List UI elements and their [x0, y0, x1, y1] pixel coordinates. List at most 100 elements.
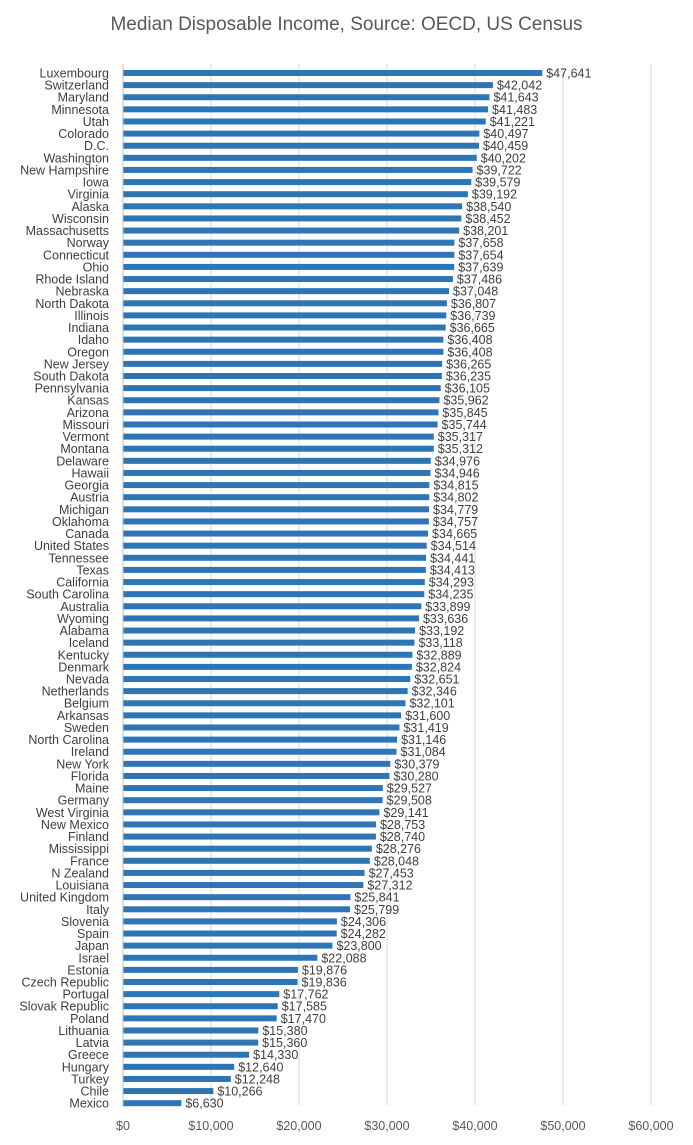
- category-label: Netherlands: [42, 685, 109, 699]
- category-label: Canada: [65, 527, 109, 541]
- bar: [123, 712, 402, 719]
- category-label: Australia: [60, 600, 109, 614]
- category-label: Chile: [81, 1085, 110, 1099]
- bar: [123, 906, 351, 913]
- data-label: $34,413: [430, 563, 475, 577]
- data-label: $15,380: [262, 1024, 307, 1038]
- bar: [123, 457, 431, 464]
- category-label: Slovak Republic: [19, 1000, 109, 1014]
- data-label: $30,379: [394, 757, 439, 771]
- data-label: $36,665: [450, 321, 495, 335]
- data-label: $41,643: [493, 91, 538, 105]
- chart-title: Median Disposable Income, Source: OECD, …: [110, 14, 583, 35]
- data-label: $33,899: [425, 600, 470, 614]
- data-label: $40,202: [481, 151, 526, 165]
- bar: [123, 748, 397, 755]
- bar: [123, 809, 380, 816]
- bar: [123, 651, 413, 658]
- data-label: $34,779: [433, 503, 478, 517]
- data-label: $39,579: [475, 176, 520, 190]
- data-label: $38,540: [466, 200, 511, 214]
- bar: [123, 130, 480, 137]
- category-label: Portugal: [62, 988, 109, 1002]
- category-label: D.C.: [84, 139, 109, 153]
- category-label: France: [70, 854, 109, 868]
- category-label: Alabama: [60, 624, 109, 638]
- category-label: Japan: [75, 939, 109, 953]
- x-tick-label: $10,000: [188, 1119, 233, 1133]
- category-label: New Jersey: [44, 357, 110, 371]
- category-label: Montana: [60, 442, 109, 456]
- bar: [123, 154, 477, 161]
- data-label: $34,757: [433, 515, 478, 529]
- bar: [123, 142, 480, 149]
- bar: [123, 930, 337, 937]
- bar: [123, 397, 440, 404]
- data-label: $25,841: [354, 891, 399, 905]
- data-label: $35,312: [438, 442, 483, 456]
- data-label: $33,118: [418, 636, 462, 650]
- bar: [123, 215, 462, 222]
- category-label: Nevada: [66, 673, 109, 687]
- bar: [123, 239, 455, 246]
- category-label: Slovenia: [61, 915, 109, 929]
- data-label: $39,722: [477, 163, 522, 177]
- bar: [123, 1100, 182, 1107]
- data-label: $34,815: [433, 479, 478, 493]
- bar: [123, 445, 434, 452]
- bar: [123, 518, 429, 525]
- data-label: $24,306: [341, 915, 386, 929]
- data-label: $28,753: [380, 818, 425, 832]
- data-label: $34,293: [429, 576, 474, 590]
- data-label: $12,248: [235, 1072, 280, 1086]
- data-label: $32,346: [412, 685, 457, 699]
- bar: [123, 203, 463, 210]
- category-label: Hungary: [62, 1060, 110, 1074]
- category-label: Germany: [58, 794, 110, 808]
- bar: [123, 263, 455, 270]
- data-label: $37,658: [458, 236, 503, 250]
- data-label: $22,088: [321, 951, 366, 965]
- bar: [123, 227, 460, 234]
- bar: [123, 191, 468, 198]
- category-label: Switzerland: [44, 79, 109, 93]
- bar: [123, 506, 430, 513]
- bar: [123, 94, 490, 101]
- bar: [123, 869, 365, 876]
- data-label: $35,845: [442, 406, 487, 420]
- bar: [123, 772, 390, 779]
- bar: [123, 627, 416, 634]
- bar: [123, 1063, 235, 1070]
- bar: [123, 179, 472, 186]
- data-label: $29,527: [387, 782, 432, 796]
- data-label: $37,654: [458, 248, 503, 262]
- data-label: $36,235: [446, 370, 491, 384]
- category-label: Sweden: [64, 721, 109, 735]
- data-label: $15,360: [262, 1036, 307, 1050]
- category-label: Utah: [83, 115, 109, 129]
- bar: [123, 324, 446, 331]
- category-label: Ireland: [71, 745, 109, 759]
- category-label: Maryland: [58, 91, 109, 105]
- category-label: Idaho: [78, 333, 109, 347]
- category-label: Greece: [68, 1048, 109, 1062]
- data-label: $42,042: [497, 79, 542, 93]
- bar: [123, 688, 408, 695]
- bar: [123, 991, 280, 998]
- category-label: Turkey: [71, 1072, 109, 1086]
- category-label: Iceland: [69, 636, 109, 650]
- data-label: $34,514: [431, 539, 476, 553]
- category-label: Mississippi: [49, 842, 109, 856]
- category-label: Virginia: [68, 188, 110, 202]
- data-label: $23,800: [336, 939, 381, 953]
- category-label: Colorado: [58, 127, 109, 141]
- data-label: $35,744: [442, 418, 487, 432]
- data-label: $41,221: [490, 115, 535, 129]
- category-label: West Virginia: [36, 806, 109, 820]
- category-label: Massachusetts: [26, 224, 109, 238]
- category-label: Illinois: [74, 309, 109, 323]
- data-label: $34,441: [430, 551, 475, 565]
- data-label: $35,317: [438, 430, 483, 444]
- data-label: $27,453: [369, 866, 414, 880]
- category-label: Austria: [70, 491, 109, 505]
